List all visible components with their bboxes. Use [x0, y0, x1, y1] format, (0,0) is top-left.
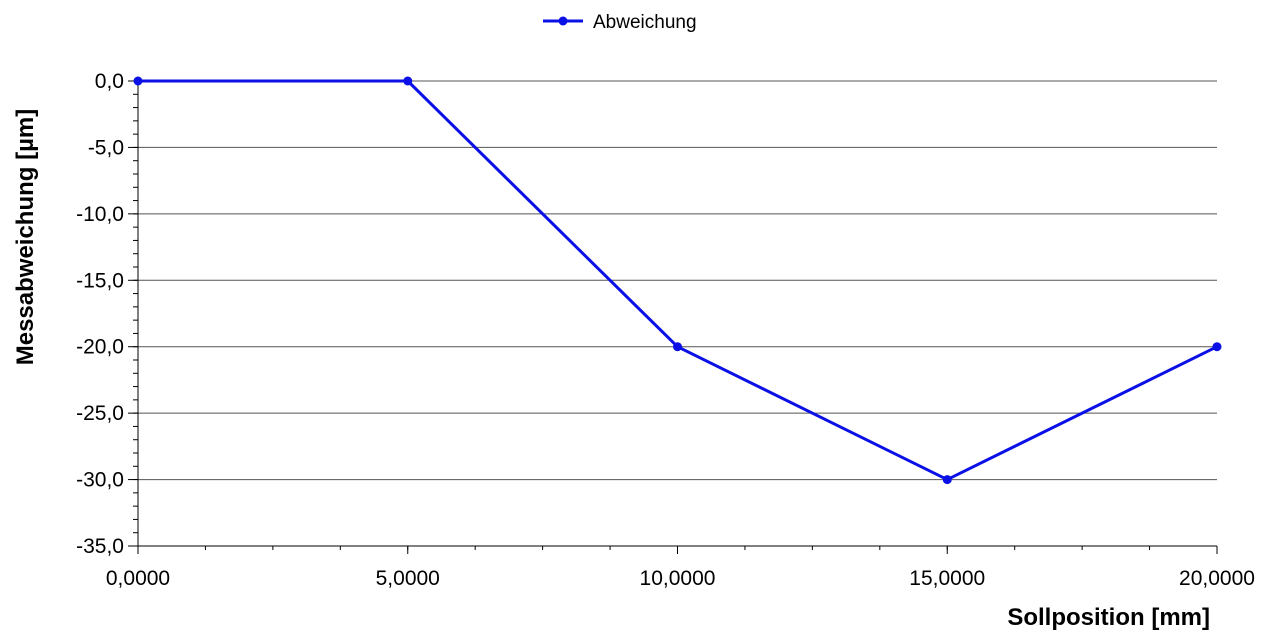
legend-marker-swatch	[558, 16, 568, 26]
x-tick-labels: 0,0000 5,0000 10,0000 15,0000 20,0000	[106, 546, 1255, 590]
data-point	[673, 342, 682, 352]
legend: Abweichung	[543, 12, 697, 33]
data-point	[942, 475, 952, 485]
x-axis-title: Sollposition [mm]	[1007, 604, 1210, 631]
y-tick-labels: 0,0 -5,0 -10,0 -15,0 -20,0 -25,0 -30,0 -35,0	[76, 70, 124, 558]
y-tick-label: -5,0	[88, 136, 124, 159]
gridlines	[128, 80, 1217, 547]
y-tick-label: -20,0	[76, 336, 124, 359]
series-abweichung	[133, 76, 1222, 485]
x-tick-label: 5,0000	[376, 567, 440, 590]
data-point	[1212, 342, 1222, 352]
y-axis-title: Messabweichung [µm]	[12, 109, 39, 366]
y-tick-label: -30,0	[76, 469, 124, 492]
y-tick-label: -25,0	[76, 402, 124, 425]
x-tick-label: 0,0000	[106, 567, 170, 590]
x-tick-label: 20,0000	[1179, 567, 1255, 590]
y-tick-label: 0,0	[95, 70, 124, 93]
y-tick-label: -15,0	[76, 269, 124, 292]
y-tick-label: -35,0	[76, 535, 124, 558]
x-tick-label: 10,0000	[640, 567, 716, 590]
data-point	[403, 76, 413, 86]
data-point	[133, 76, 143, 86]
legend-label: Abweichung	[593, 12, 697, 33]
x-tick-label: 15,0000	[909, 567, 985, 590]
y-tick-label: -10,0	[76, 203, 124, 226]
